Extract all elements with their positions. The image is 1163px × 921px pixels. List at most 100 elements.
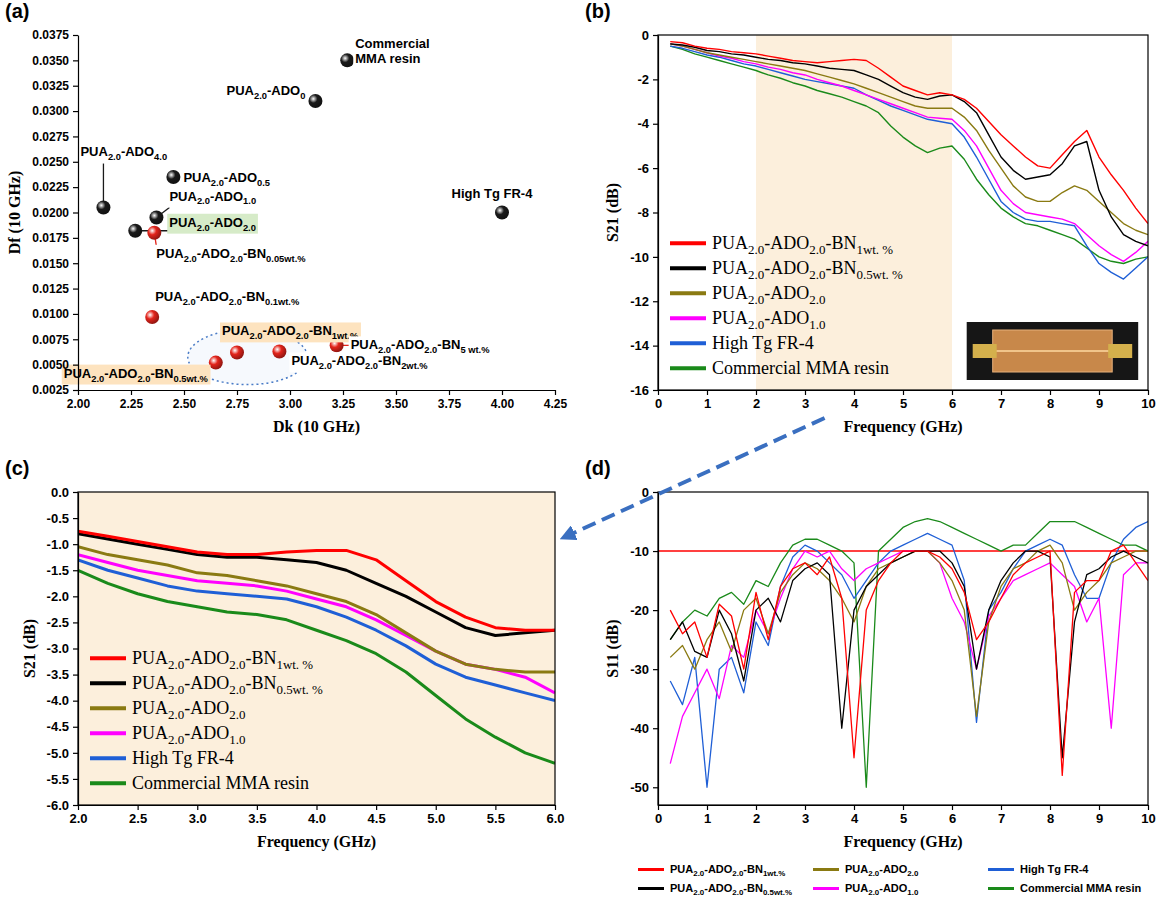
tick: 0.0175 [32, 231, 78, 245]
legend-item: PUA2.0-ADO2.0 [670, 283, 825, 307]
legend-item: High Tg FR-4 [988, 863, 1089, 875]
legend-label: PUA2.0-ADO1.0 [712, 308, 825, 332]
tick-label: 0.0350 [32, 54, 69, 68]
label-background [62, 365, 211, 385]
subscript: 0.05wt.% [266, 254, 306, 264]
tick-label: 2.0 [69, 811, 87, 826]
tick-mark [653, 124, 658, 125]
tick-label: 3.5 [248, 811, 266, 826]
text-run: -ADO [262, 323, 295, 338]
tick-label: 10 [1141, 811, 1155, 826]
tick-label: -5.5 [47, 772, 69, 787]
tick-mark [449, 390, 450, 395]
text-run: PUA [156, 246, 184, 261]
tick: 0.0350 [32, 54, 78, 68]
tick-mark [653, 168, 658, 169]
text-run: -ADO [764, 258, 809, 278]
plot-frame [658, 35, 1148, 390]
tick-mark [73, 805, 78, 806]
legend-item: PUA2.0-ADO2.0-BN0.5wt.% [638, 882, 792, 897]
subscript: 0.5wt.% [763, 888, 792, 897]
subscript: 2.0 [229, 297, 242, 307]
tick-mark [138, 805, 139, 810]
tick: 0.0125 [32, 282, 78, 296]
tick: 0.0275 [32, 130, 78, 144]
tick-label: 6 [949, 396, 956, 411]
tick-mark [73, 622, 78, 623]
annotation: PUA2.0-ADO0.5 [181, 169, 272, 189]
text-run: -ADO [184, 698, 229, 718]
subscript: 2.0 [229, 707, 245, 722]
x-axis: 012345678910 [655, 805, 1156, 826]
tick-label: 2 [753, 811, 760, 826]
annotation: PUA2.0-ADO2.0-BN0.1wt.% [153, 288, 302, 308]
tick: 3.75 [438, 390, 462, 411]
tick: 3.0 [189, 805, 207, 826]
subscript: 2.0 [183, 297, 196, 307]
panel: 012345678910-16-14-12-10-8-6-4-20PUA2.0-… [585, 0, 1156, 436]
tick-mark [73, 753, 78, 754]
tick-mark [73, 35, 78, 36]
text-run: -ADO [184, 648, 229, 668]
text-run: -ADO [184, 723, 229, 743]
tick: 0.0050 [32, 358, 78, 372]
tick-label: 0.0375 [32, 28, 69, 42]
text-run: -BN [245, 648, 276, 668]
tick-mark [257, 805, 258, 810]
tick-mark [73, 779, 78, 780]
text-run: -ADO [704, 882, 733, 894]
tick-mark [1050, 805, 1051, 810]
legend-swatch [90, 681, 126, 685]
subscript: 2.0 [748, 317, 764, 332]
legend-item: PUA2.0-ADO1.0 [670, 308, 825, 332]
tick-label: 2.25 [120, 397, 144, 411]
legend-label: PUA2.0-ADO2.0-BN1wt.% [670, 863, 785, 878]
tick-mark [854, 805, 855, 810]
y-axis-title: S11 (dB) [604, 619, 622, 677]
tick-label: 6 [949, 811, 956, 826]
subscript: 2.0 [91, 374, 104, 384]
tick-label: 5 [900, 811, 907, 826]
legend-swatch [90, 656, 126, 660]
series-line [670, 551, 1148, 764]
tick: -4.0 [47, 693, 78, 708]
subscript: 1.0 [229, 732, 245, 747]
text-run: -BN [309, 323, 332, 338]
series-line [78, 560, 555, 701]
plot-area [670, 35, 1148, 390]
tick: 10 [1141, 390, 1155, 411]
tick-label: 5.5 [487, 811, 505, 826]
tick-label: -5.0 [47, 745, 69, 760]
tick-mark [756, 805, 757, 810]
tick-label: 10 [1141, 396, 1155, 411]
tick-label: 4.25 [544, 397, 568, 411]
annotation: PUA2.0-ADO1.0 [167, 188, 258, 208]
tick-mark [73, 365, 78, 366]
subscript: 1wt.% [763, 869, 785, 878]
tick-mark [73, 162, 78, 163]
tick-label: 3 [802, 811, 809, 826]
y-axis: 0.0-0.5-1.0-1.5-2.0-2.5-3.0-3.5-4.0-4.5-… [47, 485, 79, 813]
legend-item: PUA2.0-ADO2.0-BN1wt. % [670, 233, 893, 257]
tick: -20 [630, 603, 658, 618]
subscript: 1wt. % [276, 657, 313, 672]
subscript: 0.1wt.% [265, 297, 300, 307]
subscript: 2.0 [243, 223, 256, 233]
tick: 4.25 [544, 390, 568, 411]
plot-area [96, 53, 509, 384]
tick-mark [1148, 805, 1149, 810]
tick: 8 [1047, 805, 1054, 826]
tick: 9 [1096, 390, 1103, 411]
tick-mark [707, 390, 708, 395]
text-run: PUA [169, 215, 197, 230]
legend-swatch [988, 868, 1014, 871]
subscript: 5 wt.% [460, 345, 490, 355]
tick-mark [653, 346, 658, 347]
series-line [670, 545, 1148, 716]
points [96, 53, 509, 369]
text-run: -ADO [267, 83, 300, 98]
tick-mark [653, 301, 658, 302]
tick: 0.0200 [32, 206, 78, 220]
legend-label: Commercial MMA resin [132, 773, 309, 793]
tick-mark [1001, 390, 1002, 395]
